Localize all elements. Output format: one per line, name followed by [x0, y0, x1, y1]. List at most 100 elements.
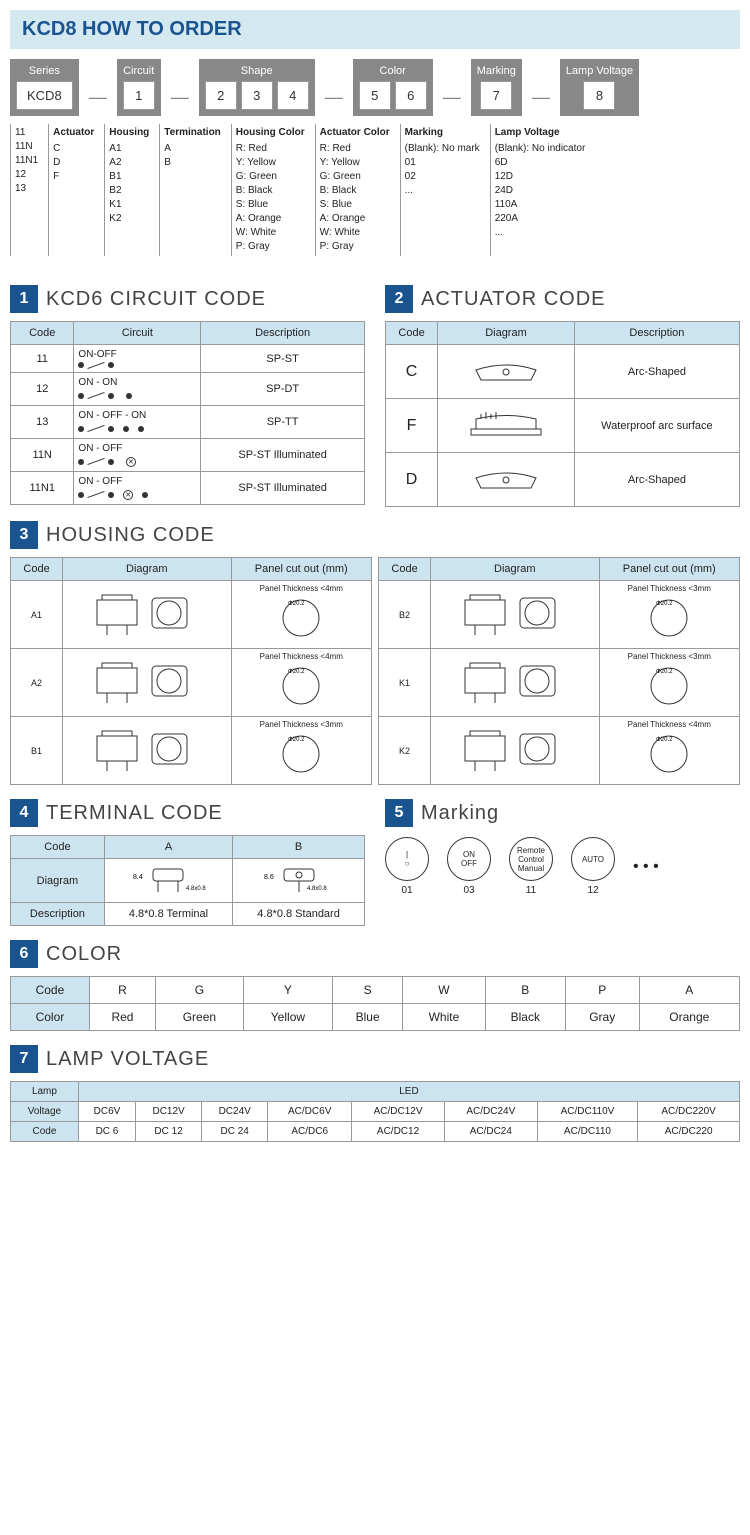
row-diagram: Diagram [11, 859, 105, 903]
order-group-label: Shape [205, 65, 309, 77]
order-list-item: R: Red [320, 142, 390, 156]
housing-diagram [63, 717, 231, 785]
actuator-diagram [438, 399, 575, 453]
th-code: Code [11, 558, 63, 581]
order-list-item: C [53, 142, 94, 156]
actuator-diagram [438, 345, 575, 399]
housing-table-left: Code Diagram Panel cut out (mm) A1Panel … [10, 557, 372, 785]
order-cell: 3 [241, 81, 273, 110]
table-row: CArc-Shaped [386, 345, 740, 399]
housing-panel: Panel Thickness <3mmΦ20.2 [599, 649, 739, 717]
color-name: Orange [639, 1004, 739, 1031]
order-list-item: B: Black [320, 184, 390, 198]
actuator-code: D [386, 453, 438, 507]
marking-row: |○01ONOFF03Remote ControlManual11AUTO12•… [385, 837, 740, 896]
order-cell: 8 [583, 81, 615, 110]
order-list-item: ... [495, 226, 586, 240]
terminal-a-desc: 4.8*0.8 Terminal [104, 903, 232, 926]
order-list-item: B2 [109, 184, 149, 198]
housing-diagram [63, 581, 231, 649]
actuator-desc: Arc-Shaped [574, 453, 739, 507]
circuit-diagram: ON - OFF - ON [74, 406, 201, 439]
order-list-item: K2 [109, 212, 149, 226]
lamp-voltage: AC/DC12V [352, 1102, 445, 1122]
lamp-code: AC/DC12 [352, 1122, 445, 1142]
svg-text:4.8x0.8: 4.8x0.8 [186, 886, 206, 892]
actuator-desc: Arc-Shaped [574, 345, 739, 399]
order-list-title: Housing Color [236, 126, 305, 140]
th-circuit: Circuit [74, 322, 201, 345]
marking-item: AUTO12 [571, 837, 615, 896]
table-row: 11NON - OFF ✕SP-ST Illuminated [11, 439, 365, 472]
lamp-voltage: AC/DC24V [444, 1102, 537, 1122]
order-group-label: Marking [477, 65, 516, 77]
circuit-code: 11 [11, 345, 74, 373]
table-row: A2Panel Thickness <4mmΦ20.2 [11, 649, 372, 717]
housing-panel: Panel Thickness <3mmΦ20.2 [599, 581, 739, 649]
housing-diagram [63, 649, 231, 717]
actuator-code: F [386, 399, 438, 453]
circuit-code: 11N1 [11, 472, 74, 505]
section-num-7: 7 [10, 1045, 38, 1073]
order-cell: 2 [205, 81, 237, 110]
lamp-code: AC/DC6 [268, 1122, 352, 1142]
circuit-diagram: ON-OFF [74, 345, 201, 373]
section-title-6: COLOR [46, 943, 122, 966]
dash: — [169, 87, 191, 108]
order-list: Marking(Blank): No mark0102... [400, 124, 484, 256]
order-list-title: Marking [405, 126, 480, 140]
order-list-item: 220A [495, 212, 586, 226]
circuit-desc: SP-ST Illuminated [201, 472, 365, 505]
order-list-item: R: Red [236, 142, 305, 156]
circuit-table: Code Circuit Description 11ON-OFFSP-ST12… [10, 321, 365, 505]
order-list-item: 110A [495, 198, 586, 212]
table-row: D Arc-Shaped [386, 453, 740, 507]
order-cell: 7 [480, 81, 512, 110]
order-group: Marking 7 [471, 59, 522, 116]
section-num-3: 3 [10, 521, 38, 549]
table-row: 12ON - ON SP-DT [11, 373, 365, 406]
dash: — [441, 87, 463, 108]
order-group: SeriesKCD8 [10, 59, 79, 116]
led-label: LED [78, 1082, 739, 1102]
order-list-item: P: Gray [236, 240, 305, 254]
row-desc: Description [11, 903, 105, 926]
housing-code: B2 [379, 581, 431, 649]
order-list-item: (Blank): No mark [405, 142, 480, 156]
color-name: Gray [565, 1004, 639, 1031]
housing-panel: Panel Thickness <4mmΦ20.2 [231, 649, 371, 717]
terminal-b-desc: 4.8*0.8 Standard [233, 903, 365, 926]
color-code: S [333, 977, 403, 1004]
order-list-item: W: White [320, 226, 390, 240]
svg-text:Φ20.2: Φ20.2 [656, 669, 673, 675]
svg-text:Φ20.2: Φ20.2 [656, 601, 673, 607]
order-group-label: Circuit [123, 65, 155, 77]
housing-code: K2 [379, 717, 431, 785]
lamp-code: DC 6 [78, 1122, 135, 1142]
terminal-a-diag: 8.44.8x0.8 [104, 859, 232, 903]
order-list: 1111N11N11213 [10, 124, 42, 256]
page-title: KCD8 HOW TO ORDER [10, 10, 740, 49]
marking-code: 03 [447, 885, 491, 896]
marking-icon: |○ [385, 837, 429, 881]
table-row: FWaterproof arc surface [386, 399, 740, 453]
order-list-item: 12D [495, 170, 586, 184]
th-diagram: Diagram [431, 558, 599, 581]
th-code: Code [11, 836, 105, 859]
order-cell: 5 [359, 81, 391, 110]
voltage-label: Voltage [11, 1102, 79, 1122]
section-title-5: Marking [421, 802, 499, 825]
svg-text:Φ20.2: Φ20.2 [288, 601, 305, 607]
th-desc: Description [201, 322, 365, 345]
order-list-item: P: Gray [320, 240, 390, 254]
order-list-title: Actuator [53, 126, 94, 140]
order-list-item: Y: Yellow [236, 156, 305, 170]
order-group-label: Color [359, 65, 427, 77]
order-diagram: SeriesKCD8—Circuit1—Shape234—Color56—Mar… [10, 59, 740, 256]
svg-text:Φ20.2: Φ20.2 [288, 737, 305, 743]
lamp-code: AC/DC110 [537, 1122, 638, 1142]
circuit-diagram: ON - ON [74, 373, 201, 406]
color-name: White [403, 1004, 486, 1031]
order-list: HousingA1A2B1B2K1K2 [104, 124, 153, 256]
marking-code: 11 [509, 885, 553, 896]
